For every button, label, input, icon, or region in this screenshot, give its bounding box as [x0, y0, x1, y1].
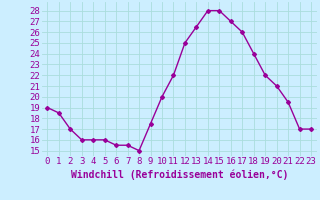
X-axis label: Windchill (Refroidissement éolien,°C): Windchill (Refroidissement éolien,°C) — [70, 169, 288, 180]
